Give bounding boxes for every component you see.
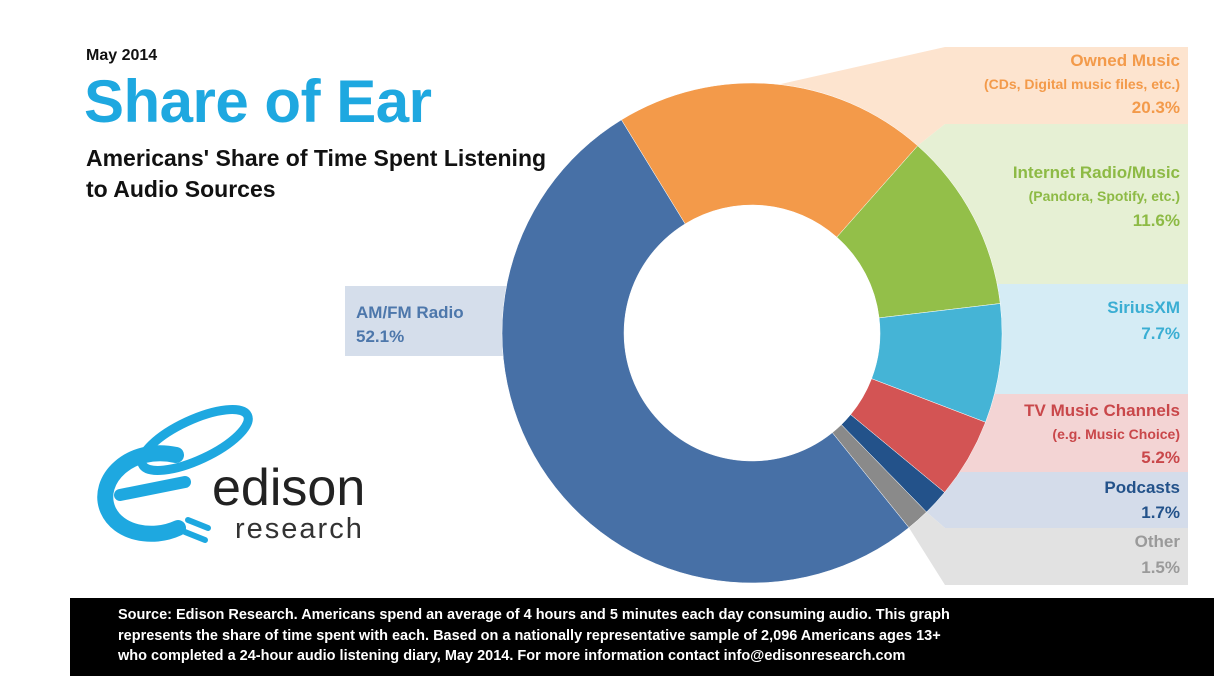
band-siriusxm — [945, 284, 1188, 423]
logo-tagline: research — [235, 513, 364, 545]
label-tv-music-channels-name: TV Music Channels — [1024, 401, 1180, 420]
chart-subtitle: Americans' Share of Time Spent Listening… — [86, 145, 547, 202]
band-podcasts — [926, 472, 1188, 528]
label-tv-music-channels-sub: (e.g. Music Choice) — [1052, 426, 1180, 442]
donut-chart: Owned Music (CDs, Digital music files, et… — [345, 47, 1188, 585]
label-other-name: Other — [1135, 532, 1181, 551]
label-siriusxm-value: 7.7% — [1141, 324, 1180, 343]
page-title: Share of Ear — [84, 68, 432, 135]
label-internet-radio-music-name: Internet Radio/Music — [1013, 163, 1180, 182]
label-tv-music-channels-value: 5.2% — [1141, 448, 1180, 467]
source-note: Source: Edison Research. Americans spend… — [70, 598, 1214, 676]
label-other-value: 1.5% — [1141, 558, 1180, 577]
label-podcasts-value: 1.7% — [1141, 503, 1180, 522]
lightbulb-icon — [97, 405, 253, 543]
source-line-1: Source: Edison Research. Americans spend… — [118, 607, 950, 623]
label-owned-music-name: Owned Music — [1070, 51, 1180, 70]
label-owned-music-value: 20.3% — [1132, 98, 1180, 117]
source-line-2: represents the share of time spent with … — [118, 627, 941, 644]
label-podcasts-name: Podcasts — [1104, 478, 1180, 497]
label-am-fm-radio-name: AM/FM Radio — [356, 303, 464, 322]
band-tv-music-channels — [944, 394, 1188, 493]
logo-wordmark: edison — [212, 459, 365, 517]
slice-owned-music — [621, 82, 919, 238]
label-internet-radio-music-sub: (Pandora, Spotify, etc.) — [1029, 188, 1180, 204]
label-owned-music-sub: (CDs, Digital music files, etc.) — [984, 76, 1180, 92]
slice-am-fm-radio — [501, 119, 910, 584]
label-am-fm-radio-value: 52.1% — [356, 327, 404, 346]
slice-labels: Owned Music (CDs, Digital music files, et… — [356, 51, 1180, 577]
band-other — [908, 512, 1188, 585]
label-siriusxm-name: SiriusXM — [1107, 298, 1180, 317]
label-internet-radio-music-value: 11.6% — [1133, 211, 1180, 230]
source-line-3: who completed a 24-hour audio listening … — [118, 648, 906, 664]
donut-slices — [501, 82, 1003, 584]
report-date: May 2014 — [86, 47, 158, 64]
edison-research-logo: edison research — [97, 405, 365, 545]
band-am-fm-radio — [345, 286, 520, 356]
